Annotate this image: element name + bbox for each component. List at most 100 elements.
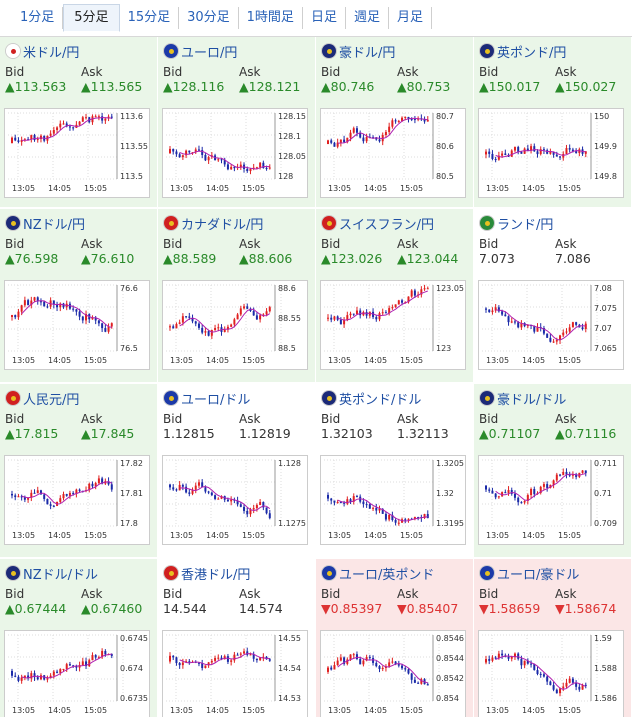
pair-title[interactable]: ユーロ/円 <box>163 41 315 61</box>
candlestick-chart[interactable]: 17.82 17.81 17.8 13:05 14:05 15:05 <box>4 455 150 545</box>
pair-title[interactable]: 米ドル/円 <box>5 41 157 61</box>
tab-3[interactable]: 30分足 <box>179 7 239 29</box>
candlestick-chart[interactable]: 80.7 80.6 80.5 13:05 14:05 15:05 <box>320 108 466 198</box>
candlestick-chart[interactable]: 7.08 7.075 7.07 7.065 13:05 14:05 15:05 <box>478 280 624 370</box>
candlestick-chart[interactable]: 0.8546 0.8544 0.8542 0.854 13:05 14:05 15:05 <box>320 630 466 717</box>
pair-panel-8[interactable]: 人民元/円 Bid Ask ▲17.815 ▲17.845 17.82 17.81 17.8 1… <box>0 384 158 559</box>
pair-name-link[interactable]: NZドル/ドル <box>23 567 99 583</box>
tab-5[interactable]: 日足 <box>303 7 346 29</box>
pair-panel-12[interactable]: NZドル/ドル Bid Ask ▲0.67444 ▲0.67460 0.6745 0.674… <box>0 559 158 719</box>
candle-body <box>359 132 362 138</box>
pair-name-link[interactable]: ユーロ/円 <box>181 45 238 61</box>
pair-title[interactable]: ユーロ/豪ドル <box>479 563 631 583</box>
candle-body <box>372 658 375 663</box>
pair-title[interactable]: 香港ドル/円 <box>163 563 315 583</box>
candle-body <box>368 504 371 509</box>
candlestick-chart[interactable]: 76.6 76.5 13:05 14:05 15:05 <box>4 280 150 370</box>
pair-name-link[interactable]: 英ポンド/ドル <box>339 392 422 408</box>
pair-title[interactable]: 英ポンド/ドル <box>321 388 473 408</box>
candlestick-chart[interactable]: 123.05 123 13:05 14:05 15:05 <box>320 280 466 370</box>
candle-body <box>259 657 262 661</box>
candlestick-chart[interactable]: 1.128 1.1275 13:05 14:05 15:05 <box>162 455 308 545</box>
tab-7[interactable]: 月足 <box>389 7 432 29</box>
pair-name-link[interactable]: NZドル/円 <box>23 217 86 233</box>
pair-title[interactable]: ランド/円 <box>479 213 631 233</box>
x-tick-label: 15:05 <box>400 184 423 193</box>
candle-body <box>413 290 416 296</box>
ask-value: ▼1.58674 <box>555 601 617 616</box>
pair-title[interactable]: カナダドル/円 <box>163 213 315 233</box>
pair-title[interactable]: ユーロ/英ポンド <box>321 563 473 583</box>
pair-title[interactable]: 英ポンド/円 <box>479 41 631 61</box>
pair-panel-0[interactable]: 米ドル/円 Bid Ask ▲113.563 ▲113.565 113.6 113.55 11… <box>0 37 158 209</box>
pair-panel-14[interactable]: ユーロ/英ポンド Bid Ask ▼0.85397 ▼0.85407 0.8546 0.85… <box>316 559 474 719</box>
candle-body <box>94 655 97 658</box>
pair-name-link[interactable]: 豪ドル/円 <box>339 45 396 61</box>
candlestick-chart[interactable]: 128.15 128.1 128.05 128 13:05 14:05 15:05 <box>162 108 308 198</box>
candlestick-chart[interactable]: 0.711 0.71 0.709 13:05 14:05 15:05 <box>478 455 624 545</box>
pair-panel-6[interactable]: スイスフラン/円 Bid Ask ▲123.026 ▲123.044 123.05 123 1… <box>316 209 474 384</box>
candle-body <box>30 300 33 306</box>
candle-body <box>188 661 191 663</box>
pair-panel-7[interactable]: ランド/円 Bid Ask 7.073 7.086 7.08 7.075 7.07 7.065 1… <box>474 209 632 384</box>
pair-name-link[interactable]: 香港ドル/円 <box>181 567 251 583</box>
candle-body <box>17 676 20 681</box>
pair-panel-3[interactable]: 英ポンド/円 Bid Ask ▲150.017 ▲150.027 150 149.9 149.… <box>474 37 632 209</box>
pair-title[interactable]: ユーロ/ドル <box>163 388 315 408</box>
candle-body <box>197 482 200 486</box>
x-tick-label: 15:05 <box>400 706 423 715</box>
pair-title[interactable]: NZドル/ドル <box>5 563 157 583</box>
y-tick-label: 128.15 <box>278 112 306 121</box>
pair-panel-10[interactable]: 英ポンド/ドル Bid Ask 1.32103 1.32113 1.3205 1.32 1.3… <box>316 384 474 559</box>
pair-name-link[interactable]: ユーロ/豪ドル <box>497 567 580 583</box>
pair-name-link[interactable]: カナダドル/円 <box>181 217 264 233</box>
candle-body <box>549 681 552 686</box>
pair-panel-9[interactable]: ユーロ/ドル Bid Ask 1.12815 1.12819 1.128 1.1275 13:… <box>158 384 316 559</box>
y-tick-label: 113.55 <box>120 142 148 151</box>
candle-body <box>559 688 562 694</box>
candlestick-chart[interactable]: 1.3205 1.32 1.3195 13:05 14:05 15:05 <box>320 455 466 545</box>
tab-2[interactable]: 15分足 <box>120 7 180 29</box>
tab-6[interactable]: 週足 <box>346 7 389 29</box>
tab-1[interactable]: 5分足 <box>63 4 120 32</box>
candle-body <box>520 151 523 154</box>
candle-body <box>355 128 358 133</box>
pair-title[interactable]: 豪ドル/ドル <box>479 388 631 408</box>
x-tick-label: 14:05 <box>48 356 71 365</box>
pair-name-link[interactable]: ユーロ/ドル <box>181 392 251 408</box>
candle-body <box>110 116 113 118</box>
ask-value: ▲80.753 <box>397 79 451 94</box>
tab-4[interactable]: 1時間足 <box>239 7 303 29</box>
pair-name-link[interactable]: スイスフラン/円 <box>339 217 434 233</box>
candle-body <box>94 483 97 487</box>
candle-body <box>420 679 423 684</box>
pair-name-link[interactable]: 人民元/円 <box>23 392 80 408</box>
pair-panel-5[interactable]: カナダドル/円 Bid Ask ▲88.589 ▲88.606 88.6 88.55 88.5… <box>158 209 316 384</box>
pair-name-link[interactable]: ランド/円 <box>497 217 554 233</box>
bid-label: Bid <box>321 587 341 601</box>
pair-title[interactable]: 豪ドル/円 <box>321 41 473 61</box>
candlestick-chart[interactable]: 0.6745 0.674 0.6735 13:05 14:05 15:05 <box>4 630 150 717</box>
candle-body <box>207 157 210 161</box>
pair-name-link[interactable]: 豪ドル/ドル <box>497 392 567 408</box>
pair-panel-11[interactable]: 豪ドル/ドル Bid Ask ▲0.71107 ▲0.71116 0.711 0.71 0.7… <box>474 384 632 559</box>
pair-title[interactable]: 人民元/円 <box>5 388 157 408</box>
bid-label: Bid <box>163 237 183 251</box>
pair-name-link[interactable]: 英ポンド/円 <box>497 45 567 61</box>
candlestick-chart[interactable]: 150 149.9 149.8 13:05 14:05 15:05 <box>478 108 624 198</box>
candlestick-chart[interactable]: 1.59 1.588 1.586 13:05 14:05 15:05 <box>478 630 624 717</box>
pair-panel-15[interactable]: ユーロ/豪ドル Bid Ask ▼1.58659 ▼1.58674 1.59 1.588 1.… <box>474 559 632 719</box>
pair-panel-4[interactable]: NZドル/円 Bid Ask ▲76.598 ▲76.610 76.6 76.5 13:05 1… <box>0 209 158 384</box>
pair-panel-13[interactable]: 香港ドル/円 Bid Ask 14.544 14.574 14.55 14.54 14.53 1… <box>158 559 316 719</box>
pair-title[interactable]: NZドル/円 <box>5 213 157 233</box>
pair-panel-2[interactable]: 豪ドル/円 Bid Ask ▲80.746 ▲80.753 80.7 80.6 80.5 13:… <box>316 37 474 209</box>
pair-panel-1[interactable]: ユーロ/円 Bid Ask ▲128.116 ▲128.121 128.15 128.1 12… <box>158 37 316 209</box>
pair-title[interactable]: スイスフラン/円 <box>321 213 473 233</box>
candlestick-chart[interactable]: 14.55 14.54 14.53 13:05 14:05 15:05 <box>162 630 308 717</box>
candlestick-chart[interactable]: 113.6 113.55 113.5 13:05 14:05 15:05 <box>4 108 150 198</box>
candlestick-chart[interactable]: 88.6 88.55 88.5 13:05 14:05 15:05 <box>162 280 308 370</box>
x-tick-label: 13:05 <box>486 531 509 540</box>
pair-name-link[interactable]: 米ドル/円 <box>23 45 80 61</box>
tab-0[interactable]: 1分足 <box>12 7 64 29</box>
pair-name-link[interactable]: ユーロ/英ポンド <box>339 567 435 583</box>
